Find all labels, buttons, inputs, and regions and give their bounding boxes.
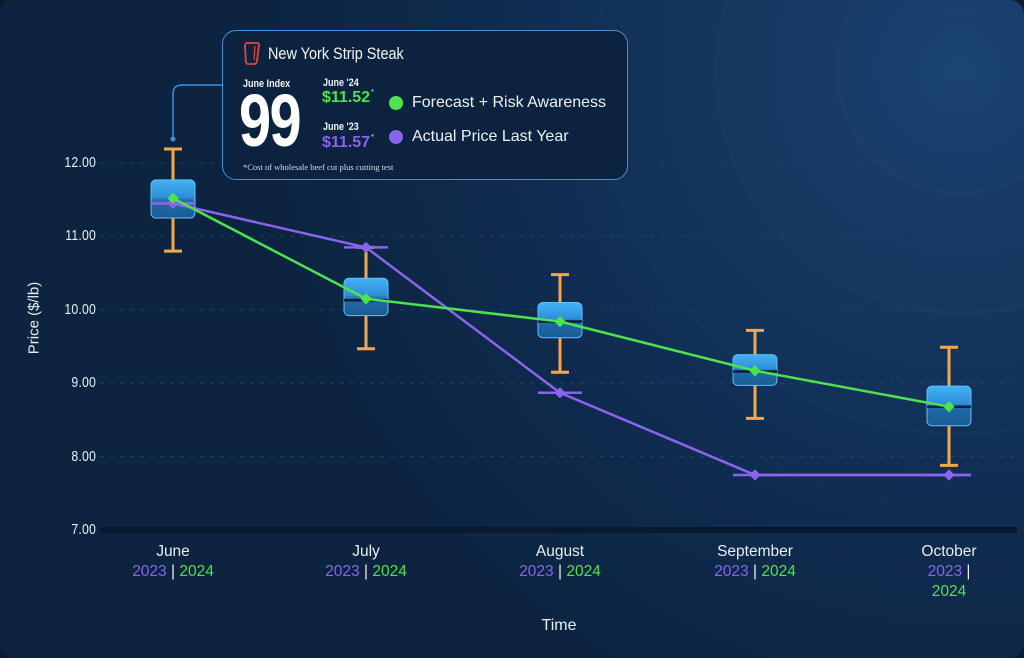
y-tick-label: 7.00 <box>71 521 96 538</box>
series-lines <box>151 192 971 481</box>
series-forecast-risk-awareness <box>167 192 955 413</box>
y-tick-label: 9.00 <box>71 374 96 392</box>
legend-dot-actual-icon <box>389 130 403 144</box>
legend-label-actual: Actual Price Last Year <box>412 128 569 145</box>
index-label: June Index <box>243 78 291 90</box>
price-2024: $11.52* <box>322 89 374 106</box>
x-category-august: August 2023 | 2024 <box>519 543 601 580</box>
x-axis-label: Time <box>541 617 577 634</box>
y-tick-label: 8.00 <box>71 447 96 465</box>
y-tick-label: 10.00 <box>64 300 96 318</box>
legend-label-forecast: Forecast + Risk Awareness <box>412 94 607 111</box>
legend-item-actual: Actual Price Last Year <box>389 128 569 146</box>
legend-item-forecast: Forecast + Risk Awareness <box>389 94 606 112</box>
price-2023-label: June '23 <box>323 121 359 133</box>
y-tick-label: 12.00 <box>64 154 96 171</box>
footnote: *Cost of wholesale beef cut plus cutting… <box>243 162 394 172</box>
steak-icon <box>244 42 260 65</box>
summary-callout: New York Strip Steak June Index 99 June … <box>222 30 628 180</box>
x-axis-baseline <box>100 527 1017 533</box>
callout-title: New York Strip Steak <box>268 44 404 63</box>
index-value: 99 <box>239 79 302 162</box>
price-2023: $11.57* <box>322 134 374 151</box>
callout-connector <box>170 84 222 142</box>
x-category-july: July 2023 | 2024 <box>325 543 407 580</box>
x-category-october: October 2023 | 2024 <box>921 543 977 600</box>
legend-dot-forecast-icon <box>389 96 403 110</box>
price-2024-label: June '24 <box>323 77 359 89</box>
x-category-june: June 2023 | 2024 <box>132 543 214 580</box>
y-axis-label: Price ($/lb) <box>25 281 43 355</box>
y-tick-label: 11.00 <box>65 227 96 245</box>
box-plots <box>150 147 972 467</box>
x-category-september: September 2023 | 2024 <box>714 543 796 580</box>
